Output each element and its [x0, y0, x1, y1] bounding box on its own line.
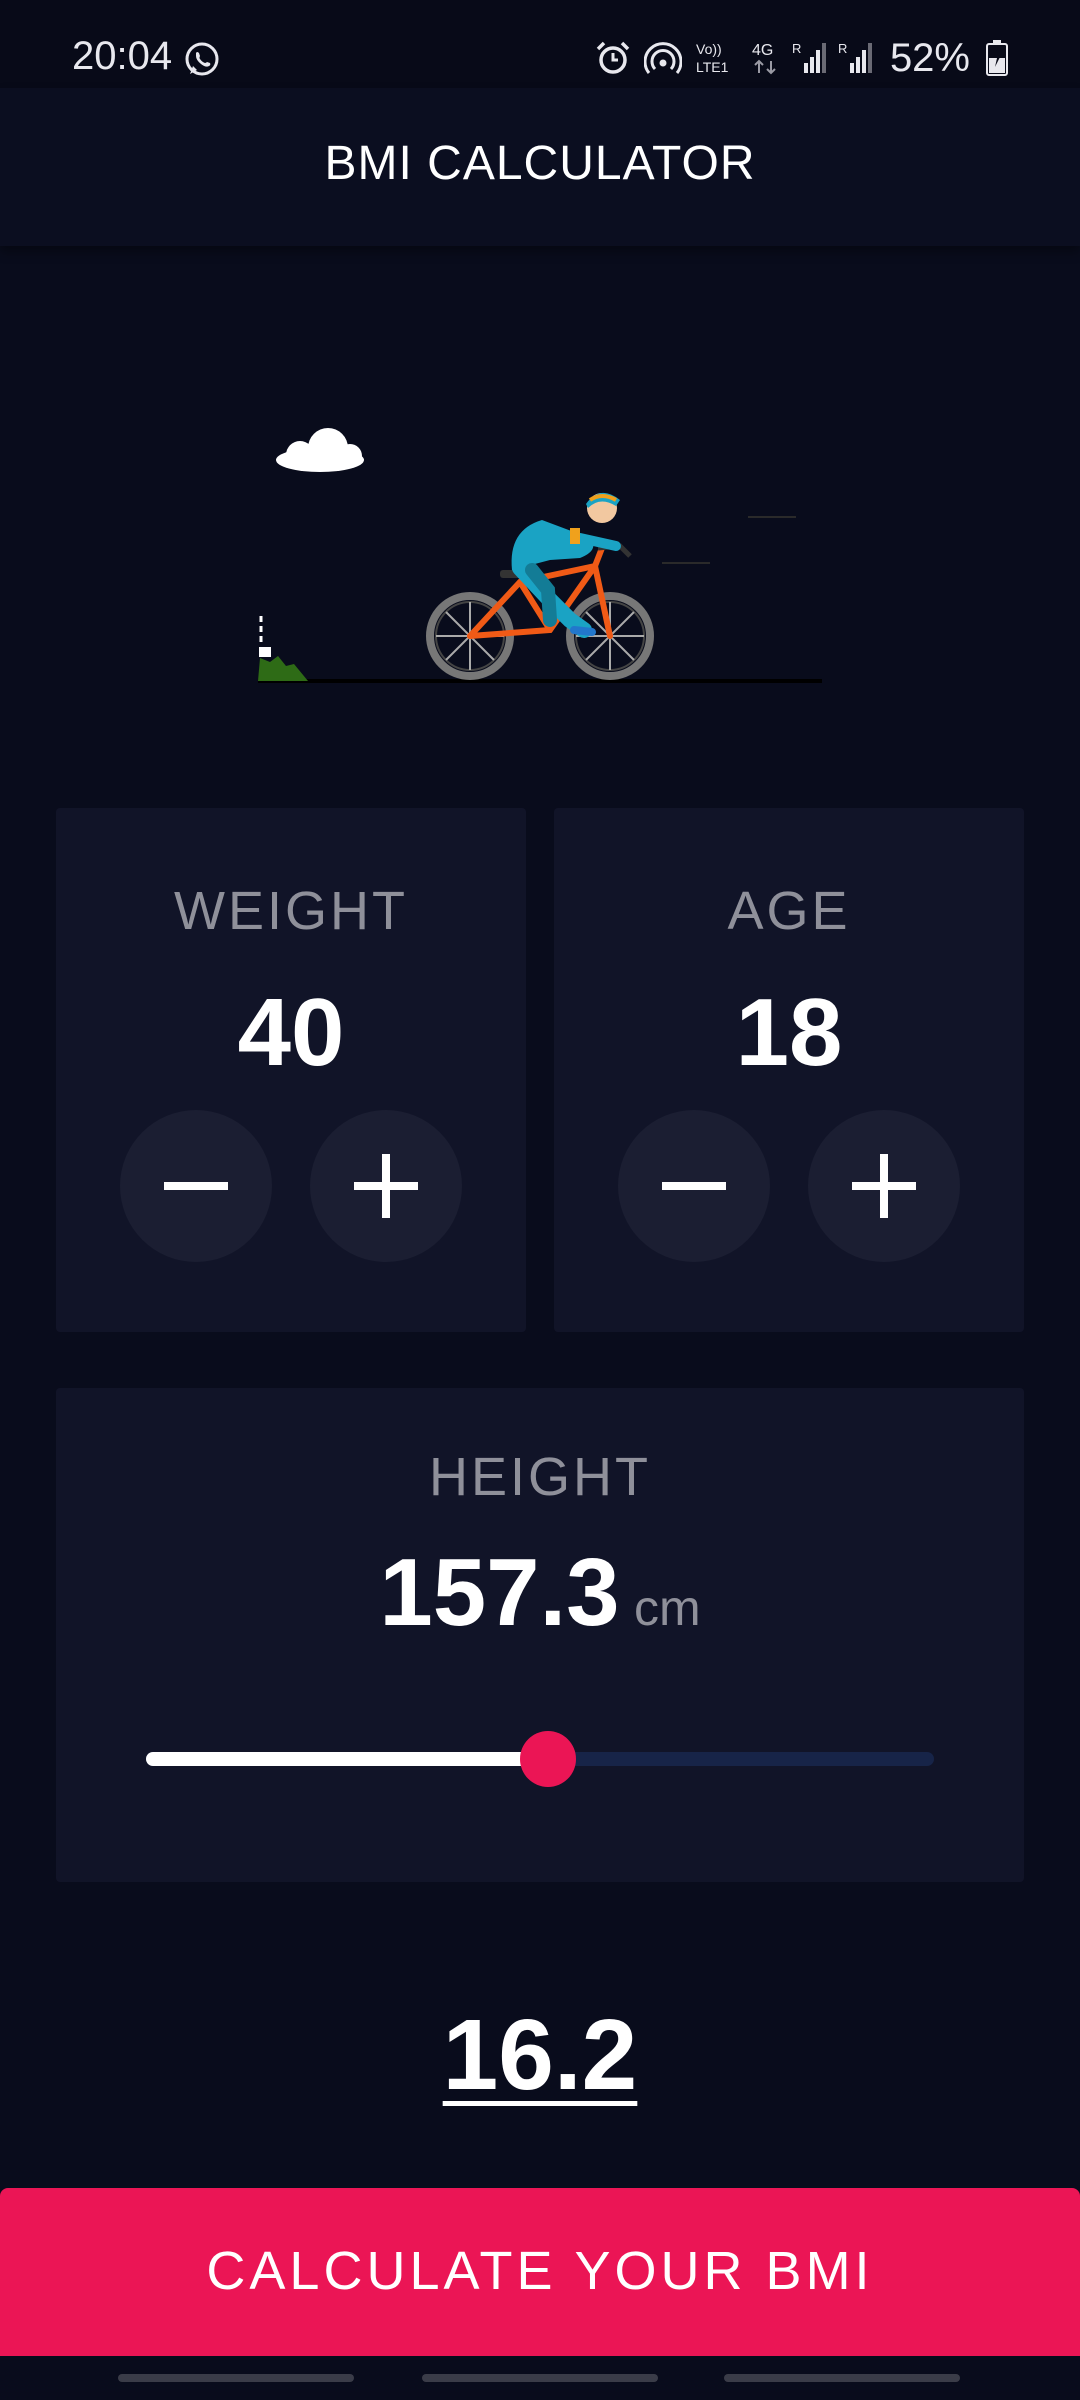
weight-increment-button[interactable] — [310, 1110, 462, 1262]
weight-value: 40 — [237, 979, 345, 1086]
height-unit: cm — [634, 1580, 701, 1636]
cyclist-rider — [511, 492, 621, 638]
status-time: 20:04 — [72, 34, 173, 78]
height-card: HEIGHT 157.3 cm — [56, 1388, 1024, 1882]
weight-decrement-button[interactable] — [120, 1110, 272, 1262]
calculate-bmi-button[interactable]: CALCULATE YOUR BMI — [0, 2188, 1080, 2356]
height-slider-active-track — [146, 1752, 548, 1766]
nav-back-handle[interactable] — [724, 2374, 960, 2382]
plus-icon — [354, 1154, 418, 1218]
minus-icon — [164, 1182, 228, 1190]
age-increment-button[interactable] — [808, 1110, 960, 1262]
signal-icon: R — [792, 41, 826, 73]
4g-icon: 4G — [752, 42, 776, 75]
minus-icon — [662, 1182, 726, 1190]
plus-icon — [852, 1154, 916, 1218]
navigation-bar — [0, 2356, 1080, 2400]
svg-text:R: R — [792, 41, 801, 56]
age-decrement-button[interactable] — [618, 1110, 770, 1262]
bmi-result: 16.2 — [0, 1998, 1080, 2113]
status-icons: Vo)) LTE1 4G R R 52% — [594, 34, 1008, 82]
height-label: HEIGHT — [428, 1447, 651, 1507]
whatsapp-icon — [185, 42, 219, 76]
volte-icon: Vo)) LTE1 — [696, 41, 729, 75]
cyclist-illustration — [258, 428, 822, 683]
height-slider[interactable] — [146, 1731, 934, 1787]
weight-label: WEIGHT — [174, 881, 408, 941]
nav-home-handle[interactable] — [422, 2374, 658, 2382]
calculate-bmi-button-label: CALCULATE YOUR BMI — [206, 2241, 874, 2301]
nav-recents-handle[interactable] — [118, 2374, 354, 2382]
weight-card: WEIGHT 40 — [56, 808, 526, 1332]
status-bar: 20:04 Vo)) LTE1 4G — [0, 0, 1080, 88]
app-title: BMI CALCULATOR — [324, 137, 756, 190]
height-readout: 157.3 cm — [56, 1538, 1024, 1648]
cloud-icon — [276, 428, 364, 472]
age-value: 18 — [735, 979, 843, 1086]
age-label: AGE — [727, 881, 851, 941]
hotspot-icon — [643, 42, 682, 74]
svg-text:LTE1: LTE1 — [696, 59, 729, 75]
age-card: AGE 18 — [554, 808, 1024, 1332]
height-slider-thumb[interactable] — [519, 1731, 576, 1787]
battery-percent: 52% — [889, 35, 970, 80]
svg-text:4G: 4G — [752, 42, 773, 59]
svg-text:Vo)): Vo)) — [696, 41, 722, 57]
bmi-result-value: 16.2 — [442, 1999, 638, 2111]
signal-icon: R — [838, 41, 872, 73]
battery-charging-icon — [986, 40, 1008, 76]
height-value: 157.3 — [379, 1539, 620, 1646]
alarm-icon — [596, 41, 630, 74]
svg-text:R: R — [838, 41, 847, 56]
app-bar: BMI CALCULATOR — [0, 88, 1080, 246]
